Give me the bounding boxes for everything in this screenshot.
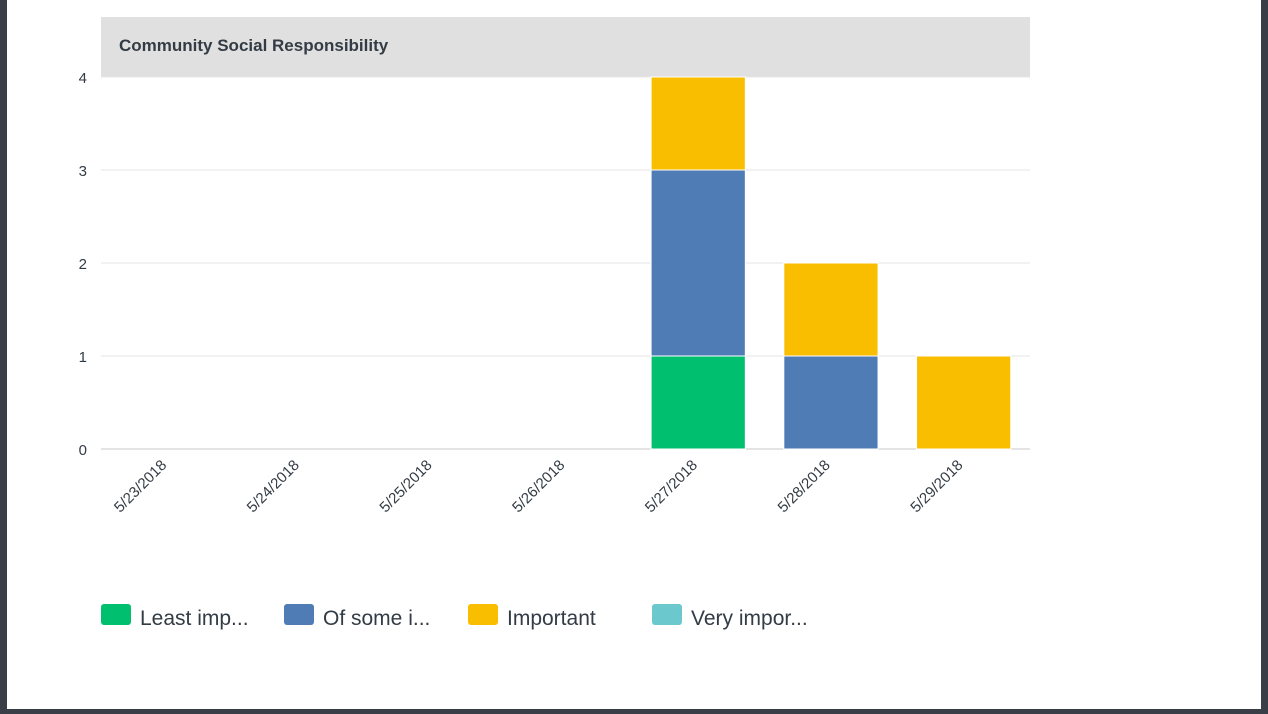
- x-tick-label: 5/24/2018: [244, 457, 303, 516]
- legend-label[interactable]: Very impor...: [691, 607, 808, 630]
- legend-swatch[interactable]: [468, 604, 498, 625]
- legend-swatch[interactable]: [101, 604, 131, 625]
- x-tick-label: 5/29/2018: [907, 457, 966, 516]
- legend-label[interactable]: Important: [507, 607, 596, 630]
- legend-label[interactable]: Least imp...: [140, 607, 249, 630]
- x-tick-label: 5/26/2018: [509, 457, 568, 516]
- legend: Least imp... Of some i... Important Very im…: [101, 604, 808, 630]
- x-axis-ticks: 5/23/2018 5/24/2018 5/25/2018 5/26/2018 5/27…: [111, 457, 966, 516]
- bar-segment[interactable]: [916, 355, 1012, 450]
- y-tick-label: 2: [79, 256, 87, 273]
- gridlines: [101, 76, 1030, 450]
- y-tick-label: 3: [79, 163, 87, 180]
- legend-item[interactable]: Very impor...: [652, 604, 808, 630]
- y-tick-label: 1: [79, 349, 87, 366]
- legend-swatch[interactable]: [284, 604, 314, 625]
- bar-segment[interactable]: [783, 262, 879, 357]
- bar-segment[interactable]: [650, 76, 746, 171]
- chart-title: Community Social Responsibility: [119, 36, 389, 55]
- legend-label[interactable]: Of some i...: [323, 607, 430, 630]
- legend-item[interactable]: Of some i...: [284, 604, 430, 630]
- chart-title-band: [101, 17, 1030, 77]
- y-tick-label: 0: [79, 442, 87, 459]
- bar-segment[interactable]: [783, 355, 879, 450]
- bar-segment[interactable]: [650, 355, 746, 450]
- y-axis-ticks: 0 1 2 3 4: [79, 70, 87, 459]
- chart-frame: Community Social Responsibility 0 1 2 3 4 5/…: [7, 0, 1261, 709]
- x-tick-label: 5/25/2018: [376, 457, 435, 516]
- legend-item[interactable]: Least imp...: [101, 604, 249, 630]
- bars: [650, 76, 1012, 450]
- x-tick-label: 5/23/2018: [111, 457, 170, 516]
- y-tick-label: 4: [79, 70, 87, 87]
- x-tick-label: 5/28/2018: [775, 457, 834, 516]
- legend-swatch[interactable]: [652, 604, 682, 625]
- bar-segment[interactable]: [650, 169, 746, 357]
- legend-item[interactable]: Important: [468, 604, 596, 630]
- x-tick-label: 5/27/2018: [642, 457, 701, 516]
- stacked-bar-chart: Community Social Responsibility 0 1 2 3 4 5/…: [79, 17, 1030, 630]
